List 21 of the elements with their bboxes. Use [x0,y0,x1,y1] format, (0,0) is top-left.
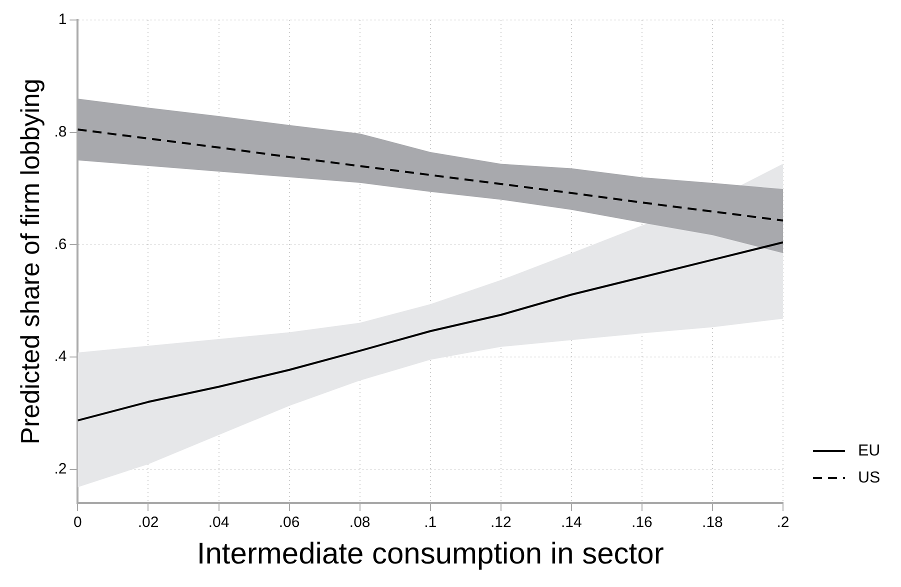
line-series [78,128,783,222]
legend-label: EU [858,442,880,460]
x-axis-title: Intermediate consumption in sector [196,537,664,570]
y-tick-label: .4 [54,348,67,366]
x-tick-label: .16 [632,514,652,532]
x-tick-label: .06 [278,514,300,532]
x-tick-label: .04 [208,514,230,532]
y-tick-label: 1 [58,11,67,28]
y-tick-label: .2 [54,460,67,478]
x-tick-label: 0 [74,514,82,532]
x-tick-label: .2 [776,514,790,532]
x-tick-label: .02 [138,514,159,532]
legend-label: US [858,469,880,486]
x-tick-label: .1 [424,514,437,532]
y-tick-label: .6 [54,236,67,253]
x-tick-label: .08 [349,514,370,532]
y-tick-label: .8 [54,123,67,140]
y-axis-title: Predicted share of firm lobbying [14,78,45,444]
x-tick-label: .12 [490,514,512,532]
x-tick-label: .14 [560,514,582,532]
x-tick-label: .18 [702,514,723,532]
